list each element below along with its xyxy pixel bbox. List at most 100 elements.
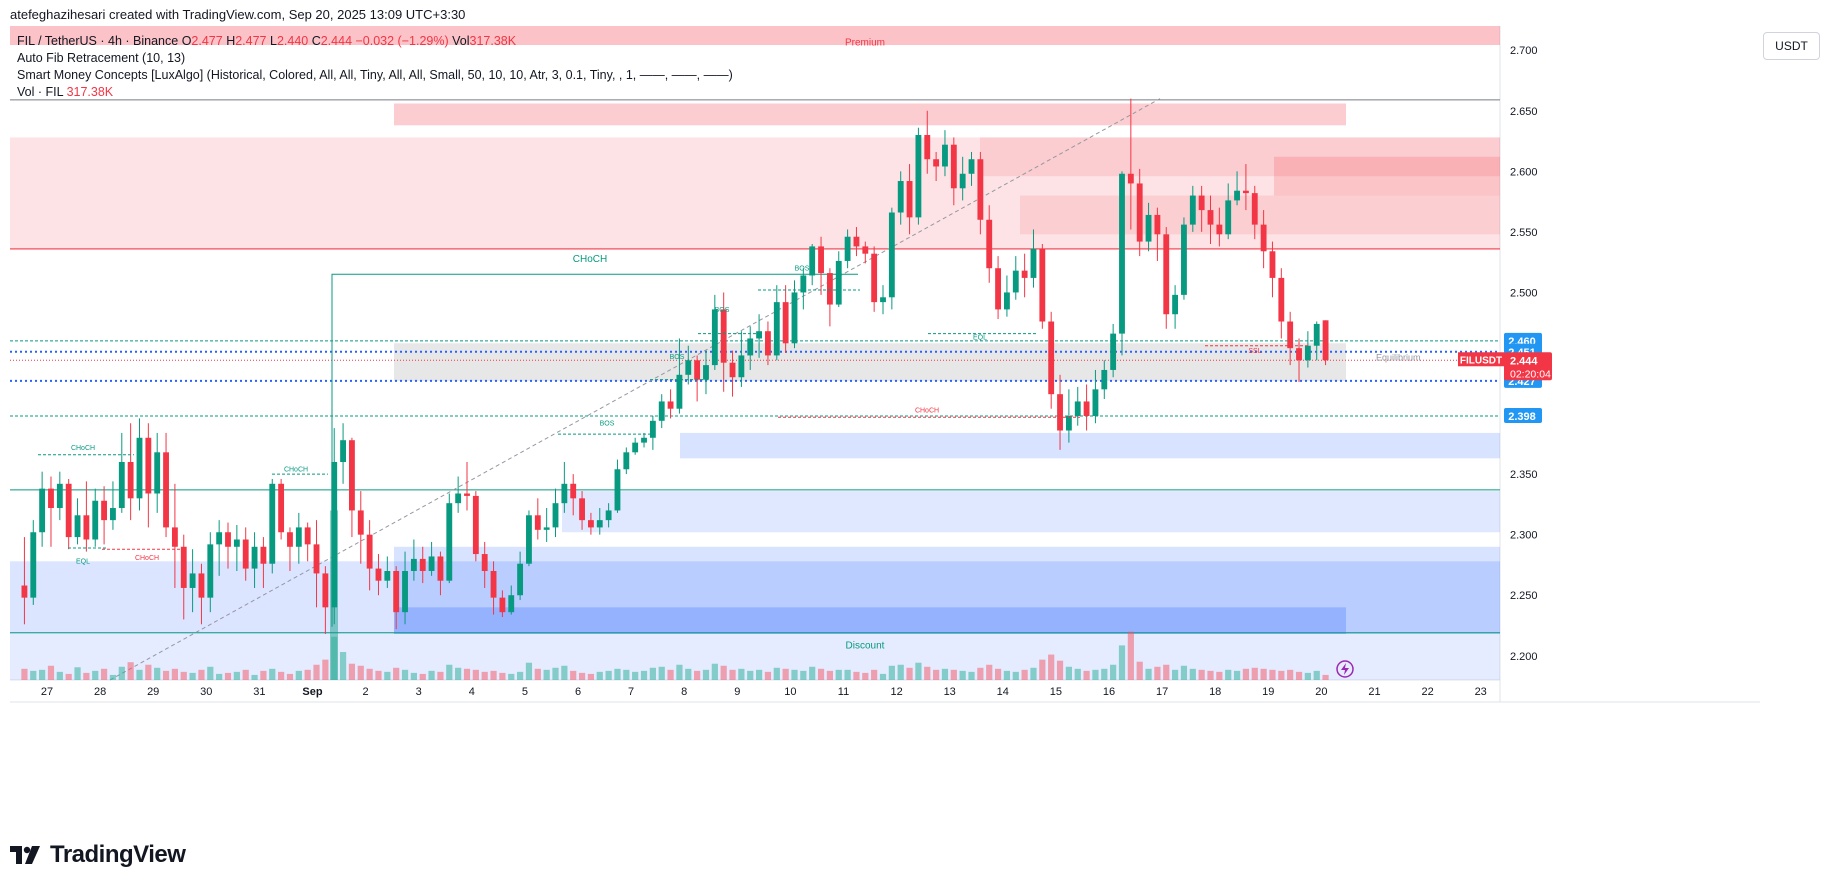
candle-body [1021, 270, 1028, 278]
volume-bar [720, 665, 727, 680]
candle-body [410, 558, 417, 571]
time-tick-label: 9 [734, 686, 740, 698]
candle [1278, 268, 1285, 339]
volume-bar [871, 669, 878, 680]
candle [1225, 183, 1232, 240]
volume-bar [1269, 669, 1276, 680]
candle-body [455, 493, 462, 504]
candle-body [587, 520, 594, 528]
candle-body [596, 520, 603, 528]
volume-bar [817, 668, 825, 680]
candle [818, 236, 824, 295]
candle [136, 418, 143, 511]
volume-bar [747, 670, 754, 680]
candle [986, 205, 993, 283]
candle [1181, 217, 1187, 300]
candle [1198, 185, 1205, 232]
volume-bar [233, 671, 240, 680]
candle-body [269, 483, 276, 564]
candle [1145, 202, 1152, 252]
candle-body [1039, 248, 1046, 322]
high-label: H [226, 34, 236, 48]
candle-body [1057, 394, 1063, 431]
candle [118, 432, 125, 513]
candle-body [1251, 193, 1258, 225]
candle-body [145, 437, 152, 494]
candle-body [641, 437, 647, 443]
candle-body [118, 462, 125, 509]
candle [1074, 386, 1081, 426]
candle-body [915, 135, 922, 218]
candle [1136, 168, 1143, 257]
price-label-text: 2.398 [1508, 411, 1536, 423]
volume-bar [977, 667, 984, 680]
candle [543, 508, 550, 542]
chart-area[interactable]: 2.7002.6502.6002.5502.5002.4502.4002.350… [10, 26, 1760, 822]
candle [74, 498, 81, 545]
volume-bar [1012, 671, 1019, 680]
candle [1127, 98, 1134, 230]
candle-body [1074, 401, 1081, 416]
candle [756, 314, 763, 358]
indicator-smc[interactable]: Smart Money Concepts [LuxAlgo] (Historic… [17, 68, 733, 82]
candle [508, 585, 515, 615]
last-price-bg [1504, 352, 1552, 381]
candle [180, 534, 187, 620]
volume-bar [472, 669, 479, 680]
currency-selector[interactable]: USDT [1763, 32, 1820, 60]
candle [649, 415, 656, 450]
annotation-label: EQL [76, 559, 90, 566]
price-tick-label: 2.600 [1510, 166, 1538, 178]
volume-bar [552, 667, 559, 680]
ohlc-highlight-band [10, 26, 1500, 45]
candle-body [703, 365, 709, 380]
candlestick-chart[interactable]: 2.7002.6502.6002.5502.5002.4502.4002.350… [10, 26, 1760, 822]
symbol-label[interactable]: FIL / TetherUS · 4h · Binance [17, 34, 179, 48]
candle [1304, 331, 1311, 368]
candle-body [729, 362, 736, 378]
candle-body [136, 437, 143, 499]
volume-bar [65, 673, 72, 680]
volume-bar [764, 671, 772, 680]
volume-bar [357, 665, 364, 680]
volume-bar [658, 666, 665, 680]
candle [1260, 210, 1267, 269]
volume-bar [463, 668, 471, 680]
indicator-volume[interactable]: Vol · FIL 317.38K [17, 84, 733, 101]
candle-body [543, 527, 550, 530]
candle-body [21, 585, 28, 598]
high-value: 2.477 [235, 34, 267, 48]
candle [216, 520, 223, 576]
time-tick-label: 3 [416, 686, 422, 698]
time-tick-label: 30 [200, 686, 212, 698]
candle [1110, 323, 1117, 378]
candle [472, 491, 479, 562]
candle-body [526, 515, 532, 564]
volume-bar [649, 667, 656, 680]
candle-body [694, 360, 701, 380]
volume-bar [260, 670, 267, 680]
candle [711, 294, 718, 370]
time-tick-label: 4 [469, 686, 475, 698]
open-label: O [181, 34, 192, 48]
volume-bar [1198, 669, 1205, 680]
time-tick-label: 8 [681, 686, 687, 698]
equilibrium-zone [394, 343, 1346, 381]
volume-bar [941, 668, 949, 680]
candle-body [1189, 195, 1196, 225]
candle-body [1101, 369, 1108, 390]
volume-bar [994, 668, 1002, 680]
indicator-fib[interactable]: Auto Fib Retracement (10, 13) [17, 51, 186, 65]
price-tick-label: 2.650 [1510, 106, 1538, 118]
lightning-icon-circle [1336, 660, 1354, 678]
candle [809, 244, 816, 286]
candle-body [225, 532, 231, 547]
candle-body [1172, 294, 1179, 315]
volume-bar [1180, 665, 1188, 680]
candle-body [579, 498, 585, 521]
candle-body [959, 173, 966, 189]
candle [419, 546, 426, 584]
volume-bar [729, 669, 736, 680]
legend-symbol-row: FIL / TetherUS · 4h · Binance O2.477 H2.… [17, 33, 733, 50]
candle [410, 539, 417, 581]
